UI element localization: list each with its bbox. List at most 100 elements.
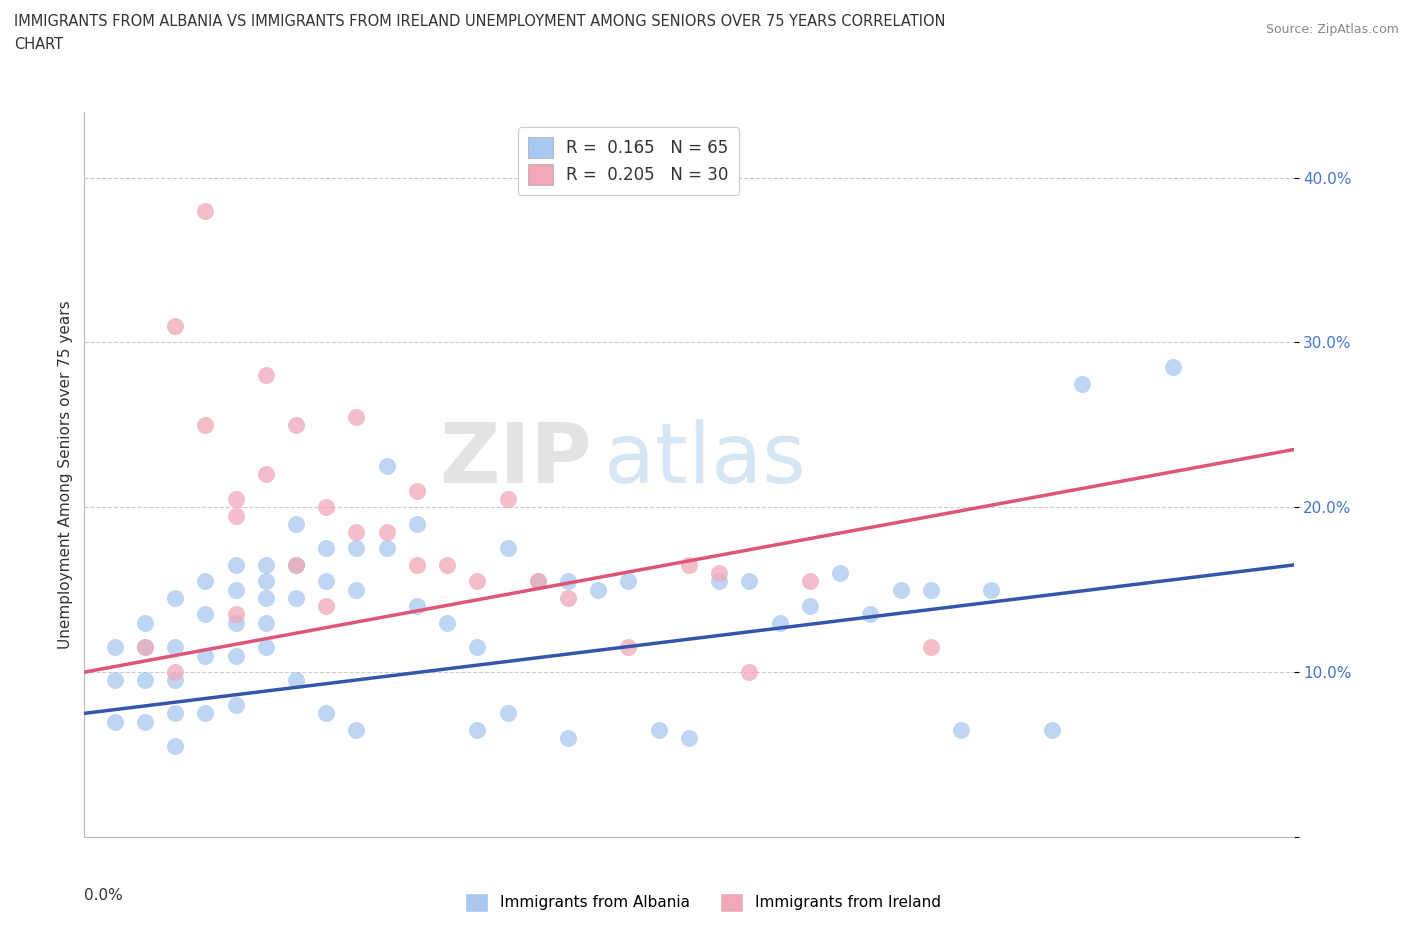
Point xyxy=(315,574,337,589)
Point xyxy=(134,640,156,655)
Text: Source: ZipAtlas.com: Source: ZipAtlas.com xyxy=(1265,23,1399,36)
Point xyxy=(104,640,127,655)
Point xyxy=(225,557,247,572)
Point xyxy=(527,574,550,589)
Point xyxy=(254,368,277,383)
Point xyxy=(1071,376,1094,391)
Point xyxy=(254,640,277,655)
Point xyxy=(346,409,368,424)
Point xyxy=(738,574,761,589)
Point xyxy=(254,616,277,631)
Point xyxy=(769,616,792,631)
Point xyxy=(165,318,187,333)
Point xyxy=(284,673,308,688)
Point xyxy=(346,582,368,597)
Point xyxy=(254,591,277,605)
Text: ZIP: ZIP xyxy=(440,419,592,500)
Point xyxy=(406,484,429,498)
Point xyxy=(557,731,579,746)
Legend: R =  0.165   N = 65, R =  0.205   N = 30: R = 0.165 N = 65, R = 0.205 N = 30 xyxy=(519,127,738,194)
Point xyxy=(467,640,489,655)
Point xyxy=(617,574,640,589)
Point xyxy=(225,648,247,663)
Point xyxy=(346,723,368,737)
Point xyxy=(284,557,308,572)
Legend: Immigrants from Albania, Immigrants from Ireland: Immigrants from Albania, Immigrants from… xyxy=(458,887,948,918)
Point xyxy=(950,723,973,737)
Point xyxy=(165,640,187,655)
Point xyxy=(194,706,217,721)
Point xyxy=(165,738,187,753)
Point xyxy=(134,616,156,631)
Point xyxy=(557,591,579,605)
Point xyxy=(527,574,550,589)
Point xyxy=(225,582,247,597)
Point xyxy=(225,616,247,631)
Point xyxy=(890,582,912,597)
Point xyxy=(980,582,1002,597)
Text: CHART: CHART xyxy=(14,37,63,52)
Text: IMMIGRANTS FROM ALBANIA VS IMMIGRANTS FROM IRELAND UNEMPLOYMENT AMONG SENIORS OV: IMMIGRANTS FROM ALBANIA VS IMMIGRANTS FR… xyxy=(14,14,946,29)
Point xyxy=(194,607,217,622)
Point xyxy=(436,616,458,631)
Point xyxy=(254,574,277,589)
Point xyxy=(1161,360,1184,375)
Point xyxy=(467,723,489,737)
Point xyxy=(315,599,337,614)
Point xyxy=(375,458,398,473)
Point xyxy=(709,574,731,589)
Point xyxy=(134,640,156,655)
Text: 0.0%: 0.0% xyxy=(84,888,124,903)
Point xyxy=(284,516,308,531)
Point xyxy=(738,665,761,680)
Point xyxy=(315,499,337,514)
Y-axis label: Unemployment Among Seniors over 75 years: Unemployment Among Seniors over 75 years xyxy=(58,300,73,648)
Point xyxy=(920,582,942,597)
Point xyxy=(588,582,610,597)
Point xyxy=(647,723,671,737)
Point xyxy=(165,706,187,721)
Point xyxy=(315,706,337,721)
Point xyxy=(134,673,156,688)
Point xyxy=(284,591,308,605)
Point xyxy=(406,599,429,614)
Point xyxy=(225,492,247,507)
Point xyxy=(165,665,187,680)
Point xyxy=(375,525,398,539)
Point xyxy=(557,574,579,589)
Point xyxy=(830,565,852,580)
Point xyxy=(920,640,942,655)
Point xyxy=(254,467,277,482)
Point xyxy=(165,591,187,605)
Point xyxy=(375,541,398,556)
Point xyxy=(436,557,458,572)
Point xyxy=(165,673,187,688)
Point xyxy=(284,418,308,432)
Point xyxy=(194,418,217,432)
Point xyxy=(709,565,731,580)
Point xyxy=(799,574,821,589)
Point xyxy=(346,525,368,539)
Point xyxy=(315,541,337,556)
Point xyxy=(678,557,700,572)
Point xyxy=(284,557,308,572)
Point xyxy=(496,541,519,556)
Point xyxy=(134,714,156,729)
Point xyxy=(406,516,429,531)
Point xyxy=(194,648,217,663)
Point xyxy=(194,574,217,589)
Point xyxy=(617,640,640,655)
Point xyxy=(496,492,519,507)
Point xyxy=(678,731,700,746)
Point xyxy=(859,607,882,622)
Point xyxy=(1040,723,1063,737)
Point xyxy=(406,557,429,572)
Point xyxy=(254,557,277,572)
Point xyxy=(225,698,247,712)
Point xyxy=(467,574,489,589)
Point xyxy=(799,599,821,614)
Point xyxy=(225,508,247,523)
Point xyxy=(194,203,217,218)
Point xyxy=(346,541,368,556)
Text: atlas: atlas xyxy=(605,419,806,500)
